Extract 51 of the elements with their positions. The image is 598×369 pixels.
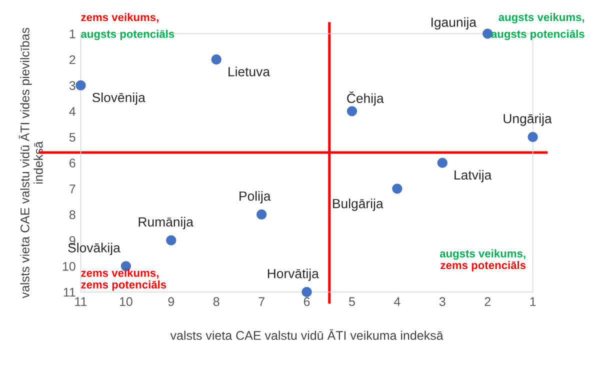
x-tick-label: 4 <box>394 297 400 306</box>
y-tick-label: 3 <box>69 81 76 90</box>
annotation: Slovākija <box>68 242 120 256</box>
y-tick-label: 4 <box>69 107 76 116</box>
annotation: Čehija <box>347 91 384 106</box>
point <box>346 106 358 116</box>
x-tick-label: 7 <box>258 297 264 306</box>
annotation: Slovēnija <box>92 92 146 105</box>
text: zems veikums, <box>81 13 158 23</box>
x-axis-title: valsts vieta CAE valstu vidū ĀTI veikuma indeksā <box>170 329 444 340</box>
annotation: Polija <box>240 191 271 204</box>
y-tick-label: 1 <box>70 30 76 38</box>
y-tick-label: 7 <box>70 184 76 194</box>
annotation: Rumānija <box>138 216 194 230</box>
x-tick-label: 1 <box>530 297 536 306</box>
text: augsts veikums, <box>498 12 584 24</box>
y-tick-label: 10 <box>62 262 76 271</box>
x-tick-label: 11 <box>75 297 87 306</box>
point <box>256 209 267 220</box>
y-tick-label: 2 <box>70 55 76 64</box>
point <box>528 132 538 142</box>
point <box>302 286 312 298</box>
x-tick-label: 10 <box>120 297 132 306</box>
annotation: augsts potenciāls <box>81 30 174 40</box>
annotation: Ungārija <box>504 114 552 126</box>
annotation: augsts potenciāls <box>491 30 584 40</box>
annotation: Latvija <box>454 170 492 182</box>
y-tick-label: 6 <box>70 158 76 168</box>
annotation: Lietuva <box>228 66 270 76</box>
x-tick-label: 3 <box>439 297 446 306</box>
annotation: zems potenciāls <box>81 280 166 291</box>
x-tick-label: 2 <box>484 297 490 306</box>
x-tick-label: 8 <box>213 297 220 306</box>
annotation: augsts veikums, <box>440 249 526 260</box>
x-tick-label: 9 <box>168 297 174 306</box>
annotation: Bulgārija <box>333 198 384 211</box>
x-tick-label: 6 <box>304 297 310 306</box>
annotation: Horvātija <box>268 268 319 281</box>
y-axis-title: valsts vieta CAE valstu vidū ĀTI vides pievilcības indeksā <box>18 28 43 298</box>
x-tick-label: 5 <box>349 297 355 306</box>
point <box>76 80 86 90</box>
point <box>392 184 402 194</box>
annotation: zems veikums, <box>81 268 158 278</box>
point <box>166 235 176 246</box>
y-tick-label: 8 <box>69 210 76 220</box>
annotation: Igaunija <box>432 17 476 30</box>
annotation: zems potenciāls <box>440 260 526 272</box>
y-tick-label: 5 <box>69 132 76 142</box>
y-tick-label: 11 <box>64 288 76 297</box>
point <box>211 54 222 65</box>
point <box>437 158 448 168</box>
